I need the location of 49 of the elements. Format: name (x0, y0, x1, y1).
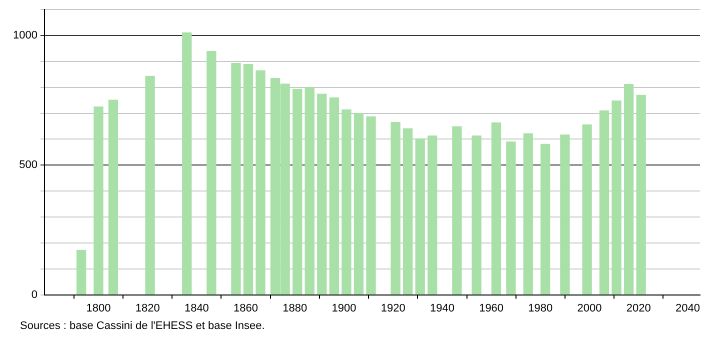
x-tick-label: 1820 (135, 302, 160, 314)
bar (560, 134, 570, 295)
x-tick-label: 1860 (234, 302, 258, 314)
bar (472, 136, 482, 295)
y-tick-label: 1000 (12, 30, 38, 42)
bar (612, 100, 622, 295)
x-tick-label: 2000 (577, 302, 602, 314)
bar (94, 106, 104, 295)
bar (415, 138, 425, 295)
x-tick-label: 2040 (675, 302, 700, 314)
x-tick-label: 1920 (380, 302, 406, 314)
y-tick-label: 0 (31, 288, 38, 301)
bar (256, 70, 266, 295)
bar (582, 124, 592, 295)
x-tick-label: 1980 (528, 302, 553, 314)
x-tick-label: 1940 (430, 302, 454, 314)
bar (145, 76, 155, 295)
x-tick-label: 1900 (332, 302, 356, 314)
x-tick-label: 1840 (184, 302, 209, 314)
bar (599, 110, 610, 295)
bar (428, 136, 438, 295)
bar (523, 133, 533, 295)
bar (317, 94, 327, 295)
bar (403, 128, 413, 295)
bar (329, 97, 340, 295)
bar (243, 64, 254, 295)
bar (540, 144, 550, 295)
y-tick-label: 500 (19, 159, 38, 172)
bar (342, 109, 352, 295)
x-tick-label: 1880 (282, 302, 308, 314)
bar (390, 122, 400, 295)
bar (366, 116, 376, 295)
bar (624, 84, 634, 295)
bar (206, 51, 216, 295)
bar (182, 32, 192, 295)
bar (636, 94, 646, 295)
x-tick-label: 2020 (626, 302, 651, 314)
bar (108, 100, 118, 295)
bar (452, 126, 462, 295)
x-tick-label: 1960 (479, 302, 504, 314)
x-tick-label: 1800 (86, 302, 111, 314)
bar (76, 250, 86, 295)
bar (231, 62, 241, 295)
bar (506, 142, 516, 295)
bar (354, 112, 364, 295)
source-note: Sources : base Cassini de l'EHESS et base Insee. (20, 320, 265, 332)
bar (304, 87, 314, 295)
bar (491, 122, 502, 295)
bar (292, 88, 302, 295)
